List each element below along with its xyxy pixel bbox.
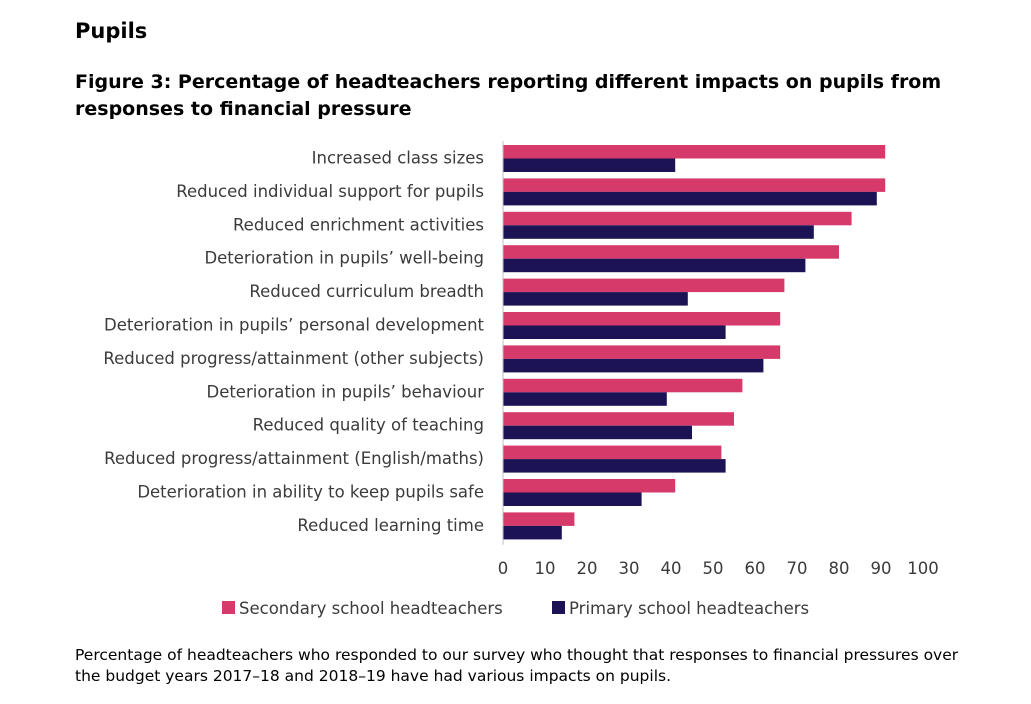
x-tick-label: 20 (577, 559, 598, 578)
category-label: Deterioration in pupils’ personal develo… (104, 316, 485, 335)
category-label: Reduced enrichment activities (233, 215, 484, 234)
section-heading: Pupils (75, 19, 148, 43)
secondary-bar (503, 479, 676, 493)
x-tick-label: 10 (535, 559, 556, 578)
figure-caption: Percentage of headteachers who responded… (75, 646, 959, 685)
x-tick-label: 100 (907, 559, 939, 578)
primary-bar (503, 459, 726, 473)
primary-bar (503, 225, 814, 239)
category-label: Reduced individual support for pupils (176, 182, 484, 201)
primary-bar (503, 258, 806, 273)
secondary-bar (503, 445, 722, 460)
secondary-bar (503, 412, 734, 426)
category-label: Deterioration in pupils’ behaviour (206, 382, 484, 401)
primary-bar (503, 292, 688, 306)
category-label: Reduced progress/attainment (other subje… (103, 349, 484, 368)
category-label: Reduced curriculum breadth (249, 282, 484, 301)
legend-swatch (552, 601, 565, 614)
secondary-bar (503, 211, 852, 226)
legend-label: Primary school headteachers (569, 599, 809, 618)
x-tick-label: 60 (745, 559, 766, 578)
secondary-bar (503, 178, 886, 192)
x-tick-label: 30 (619, 559, 640, 578)
x-tick-label: 80 (829, 559, 850, 578)
figure-title: Figure 3: Percentage of headteachers rep… (75, 71, 942, 120)
secondary-bar (503, 345, 781, 359)
x-tick-label: 50 (703, 559, 724, 578)
x-tick-label: 70 (787, 559, 808, 578)
secondary-bar (503, 312, 781, 326)
legend-label: Secondary school headteachers (239, 599, 503, 618)
primary-bar (503, 358, 764, 373)
category-label: Deterioration in ability to keep pupils … (137, 483, 484, 502)
x-tick-label: 0 (498, 559, 509, 578)
secondary-bar (503, 278, 785, 293)
x-tick-label: 90 (871, 559, 892, 578)
category-label: Reduced progress/attainment (English/mat… (104, 449, 484, 468)
primary-bar (503, 392, 667, 406)
category-label: Deterioration in pupils’ well-being (204, 249, 484, 268)
primary-bar (503, 325, 726, 339)
primary-bar (503, 158, 676, 172)
primary-bar (503, 191, 877, 206)
secondary-bar (503, 512, 575, 526)
secondary-bar (503, 245, 839, 259)
category-label: Reduced quality of teaching (253, 416, 484, 435)
secondary-bar (503, 145, 886, 159)
secondary-bar (503, 378, 743, 393)
x-tick-label: 40 (661, 559, 682, 578)
primary-bar (503, 492, 642, 506)
primary-bar (503, 425, 692, 440)
legend-swatch (222, 601, 235, 614)
bar-chart: Increased class sizes Reduced individual … (103, 141, 939, 618)
category-label: Reduced learning time (297, 516, 484, 535)
category-label: Increased class sizes (312, 149, 484, 168)
primary-bar (503, 525, 562, 540)
